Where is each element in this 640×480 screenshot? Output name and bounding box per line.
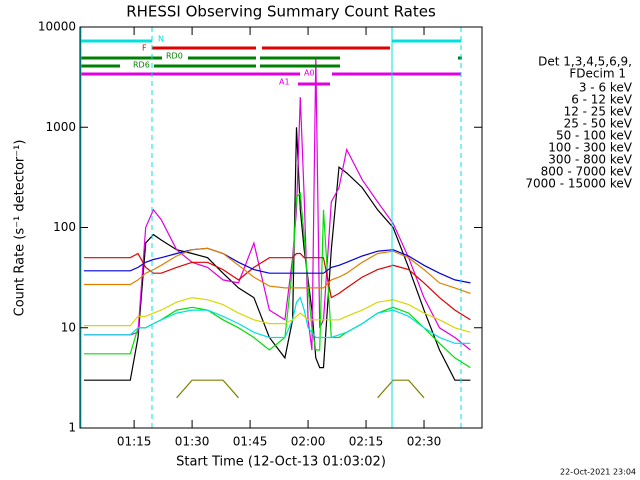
y-tick-label: 1000 [45, 120, 76, 134]
legend-label: 7000 - 15000 keV [525, 177, 632, 191]
legend-label: 12 - 25 keV [564, 105, 633, 119]
y-axis-label: Count Rate (s⁻¹ detector⁻¹) [13, 140, 28, 317]
x-tick-label: 02:00 [291, 435, 326, 449]
legend-label: 3 - 6 keV [579, 81, 633, 95]
legend-title: FDecim 1 [569, 67, 626, 81]
legend-title: Det 1,3,4,5,6,9, [538, 55, 632, 69]
legend-label: 100 - 300 keV [548, 141, 632, 155]
annotation: RD0 [166, 52, 183, 61]
x-axis-label: Start Time (12-Oct-13 01:03:02) [176, 455, 386, 470]
series-line [176, 379, 425, 399]
x-tick-label: 01:45 [233, 435, 268, 449]
legend-label: 800 - 7000 keV [541, 165, 633, 179]
state-bars [80, 39, 462, 86]
series-line [83, 57, 471, 351]
annotation: F [142, 44, 147, 53]
x-tick-label: 01:30 [175, 435, 210, 449]
series-line [83, 296, 471, 333]
series-line [83, 247, 471, 284]
plot-area [83, 57, 471, 399]
annotation: A0 [304, 69, 315, 78]
annotation: A1 [279, 78, 290, 87]
annotation: RD6 [133, 61, 150, 70]
x-tick-label: 02:15 [349, 435, 384, 449]
timestamp: 22-Oct-2021 23:04 [560, 468, 636, 477]
y-tick-label: 10 [61, 320, 76, 334]
legend-label: 25 - 50 keV [564, 117, 633, 131]
y-tick-label: 10000 [38, 20, 76, 34]
chart-title: RHESSI Observing Summary Count Rates [126, 3, 436, 21]
legend-label: 50 - 100 keV [556, 129, 633, 143]
legend-label: 300 - 800 keV [548, 153, 632, 167]
x-tick-label: 02:30 [407, 435, 442, 449]
x-tick-label: 01:15 [117, 435, 152, 449]
y-tick-label: 1 [68, 421, 76, 435]
y-tick-label: 100 [53, 220, 76, 234]
annotation: N [158, 35, 164, 44]
legend-label: 6 - 12 keV [571, 93, 633, 107]
